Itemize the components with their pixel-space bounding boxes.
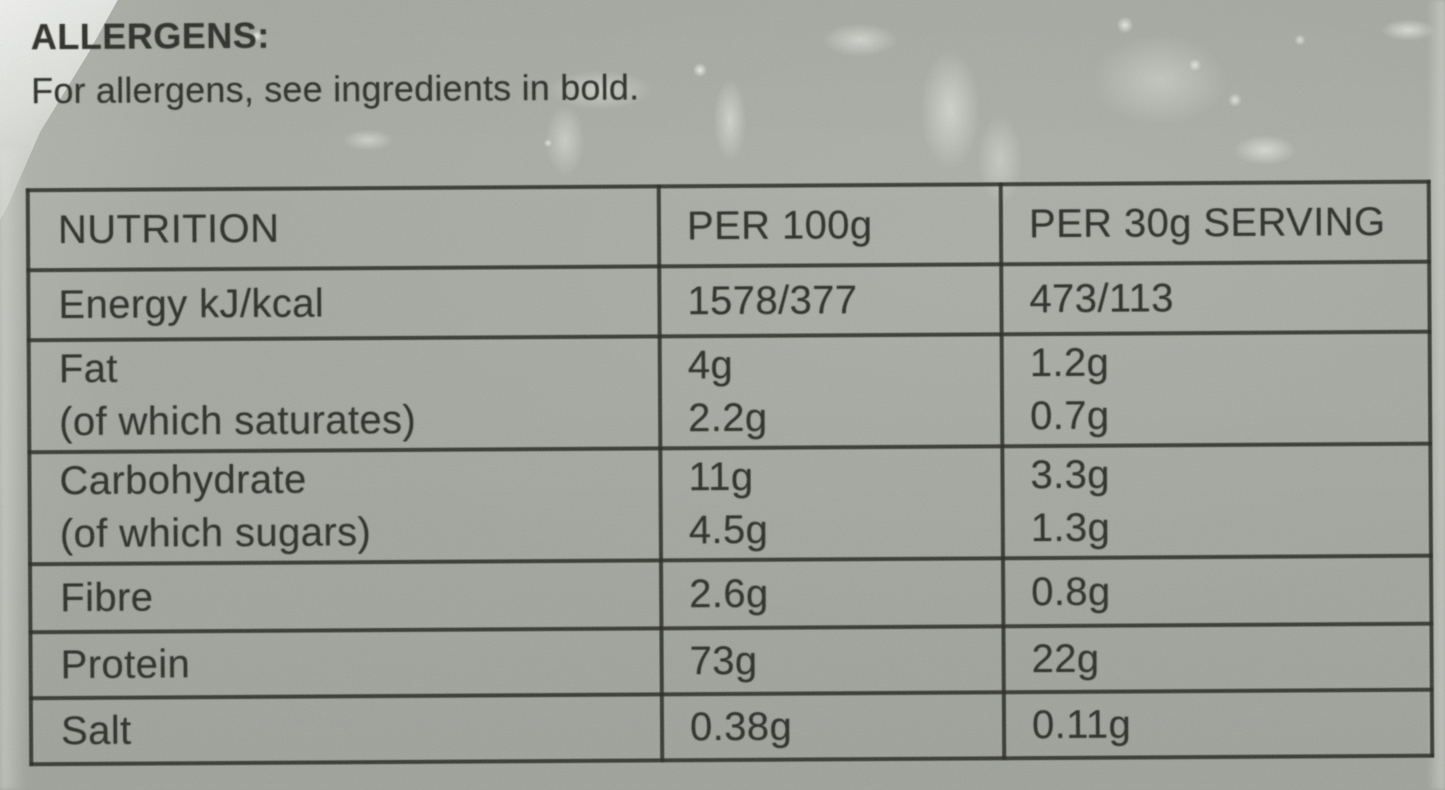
energy-per-30g-cell: 473/113	[1001, 261, 1430, 335]
table-header-row: NUTRITION PER 100g PER 30g SERVING	[27, 181, 1430, 271]
salt-label-cell: Salt	[30, 694, 663, 765]
salt-per-30g-cell: 0.11g	[1003, 689, 1433, 759]
protein-row: Protein 73g 22g	[30, 623, 1432, 699]
fat-label-cell: Fat (of which saturates)	[28, 336, 661, 453]
carbohydrate-label: Carbohydrate	[59, 457, 307, 504]
allergens-note: For allergens, see ingredients in bold.	[31, 66, 640, 112]
carbohydrate-row: Carbohydrate (of which sugars) 11g 4.5g …	[29, 443, 1431, 565]
carbohydrate-sublabel: (of which sugars)	[59, 510, 372, 557]
fibre-per-100g-cell: 2.6g	[661, 558, 1004, 629]
protein-per-100g-cell: 73g	[661, 626, 1004, 695]
nutrition-table: NUTRITION PER 100g PER 30g SERVING Energ…	[26, 180, 1435, 767]
allergens-heading: ALLERGENS:	[30, 14, 270, 58]
salt-row: Salt 0.38g 0.11g	[30, 689, 1433, 765]
carbohydrate-label-cell: Carbohydrate (of which sugars)	[29, 448, 662, 565]
nutrition-column-header: NUTRITION	[27, 186, 660, 271]
fat-label: Fat	[58, 346, 118, 392]
saturates-per-30g: 0.7g	[1030, 393, 1110, 439]
protein-per-30g-cell: 22g	[1003, 623, 1432, 693]
carbohydrate-per-30g: 3.3g	[1030, 452, 1111, 498]
fat-per-30g: 1.2g	[1029, 340, 1110, 386]
fibre-row: Fibre 2.6g 0.8g	[30, 555, 1432, 633]
per-30g-column-header: PER 30g SERVING	[1000, 181, 1430, 265]
sugars-per-30g: 1.3g	[1030, 505, 1111, 551]
energy-row: Energy kJ/kcal 1578/377 473/113	[28, 261, 1430, 341]
per-100g-column-header: PER 100g	[658, 184, 1002, 267]
carbohydrate-per-30g-cell: 3.3g 1.3g	[1002, 443, 1431, 559]
salt-per-100g-cell: 0.38g	[661, 692, 1005, 761]
fibre-label-cell: Fibre	[30, 560, 662, 633]
protein-label-cell: Protein	[30, 628, 662, 699]
fat-row: Fat (of which saturates) 4g 2.2g 1.2g 0.…	[28, 331, 1431, 453]
fibre-per-30g-cell: 0.8g	[1003, 555, 1432, 627]
sugars-per-100g: 4.5g	[688, 507, 769, 553]
fat-per-100g: 4g	[687, 342, 734, 388]
saturates-per-100g: 2.2g	[688, 395, 768, 441]
fat-per-100g-cell: 4g 2.2g	[659, 334, 1003, 449]
carbohydrate-per-100g-cell: 11g 4.5g	[660, 446, 1004, 561]
fat-sublabel: (of which saturates)	[59, 397, 417, 445]
fat-per-30g-cell: 1.2g 0.7g	[1001, 331, 1431, 447]
carbohydrate-per-100g: 11g	[688, 454, 754, 500]
energy-per-100g-cell: 1578/377	[659, 264, 1002, 337]
energy-label-cell: Energy kJ/kcal	[28, 266, 660, 341]
